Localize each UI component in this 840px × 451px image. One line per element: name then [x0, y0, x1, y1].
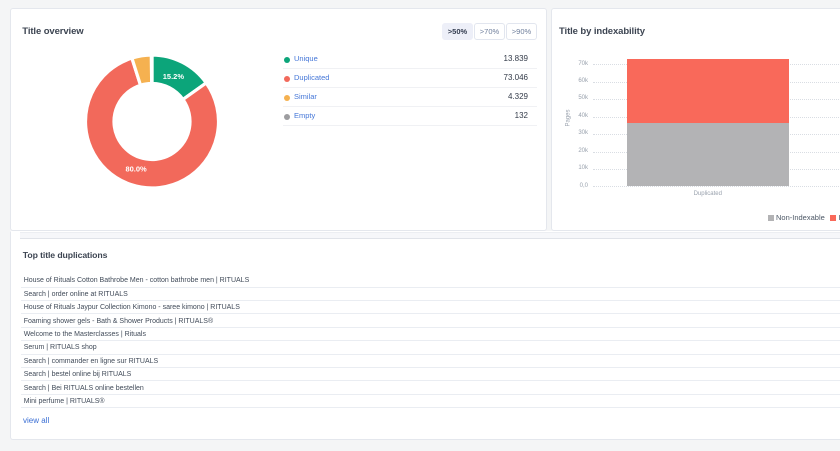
svg-text:80.0%: 80.0% [125, 165, 147, 174]
svg-text:15.2%: 15.2% [163, 72, 185, 81]
